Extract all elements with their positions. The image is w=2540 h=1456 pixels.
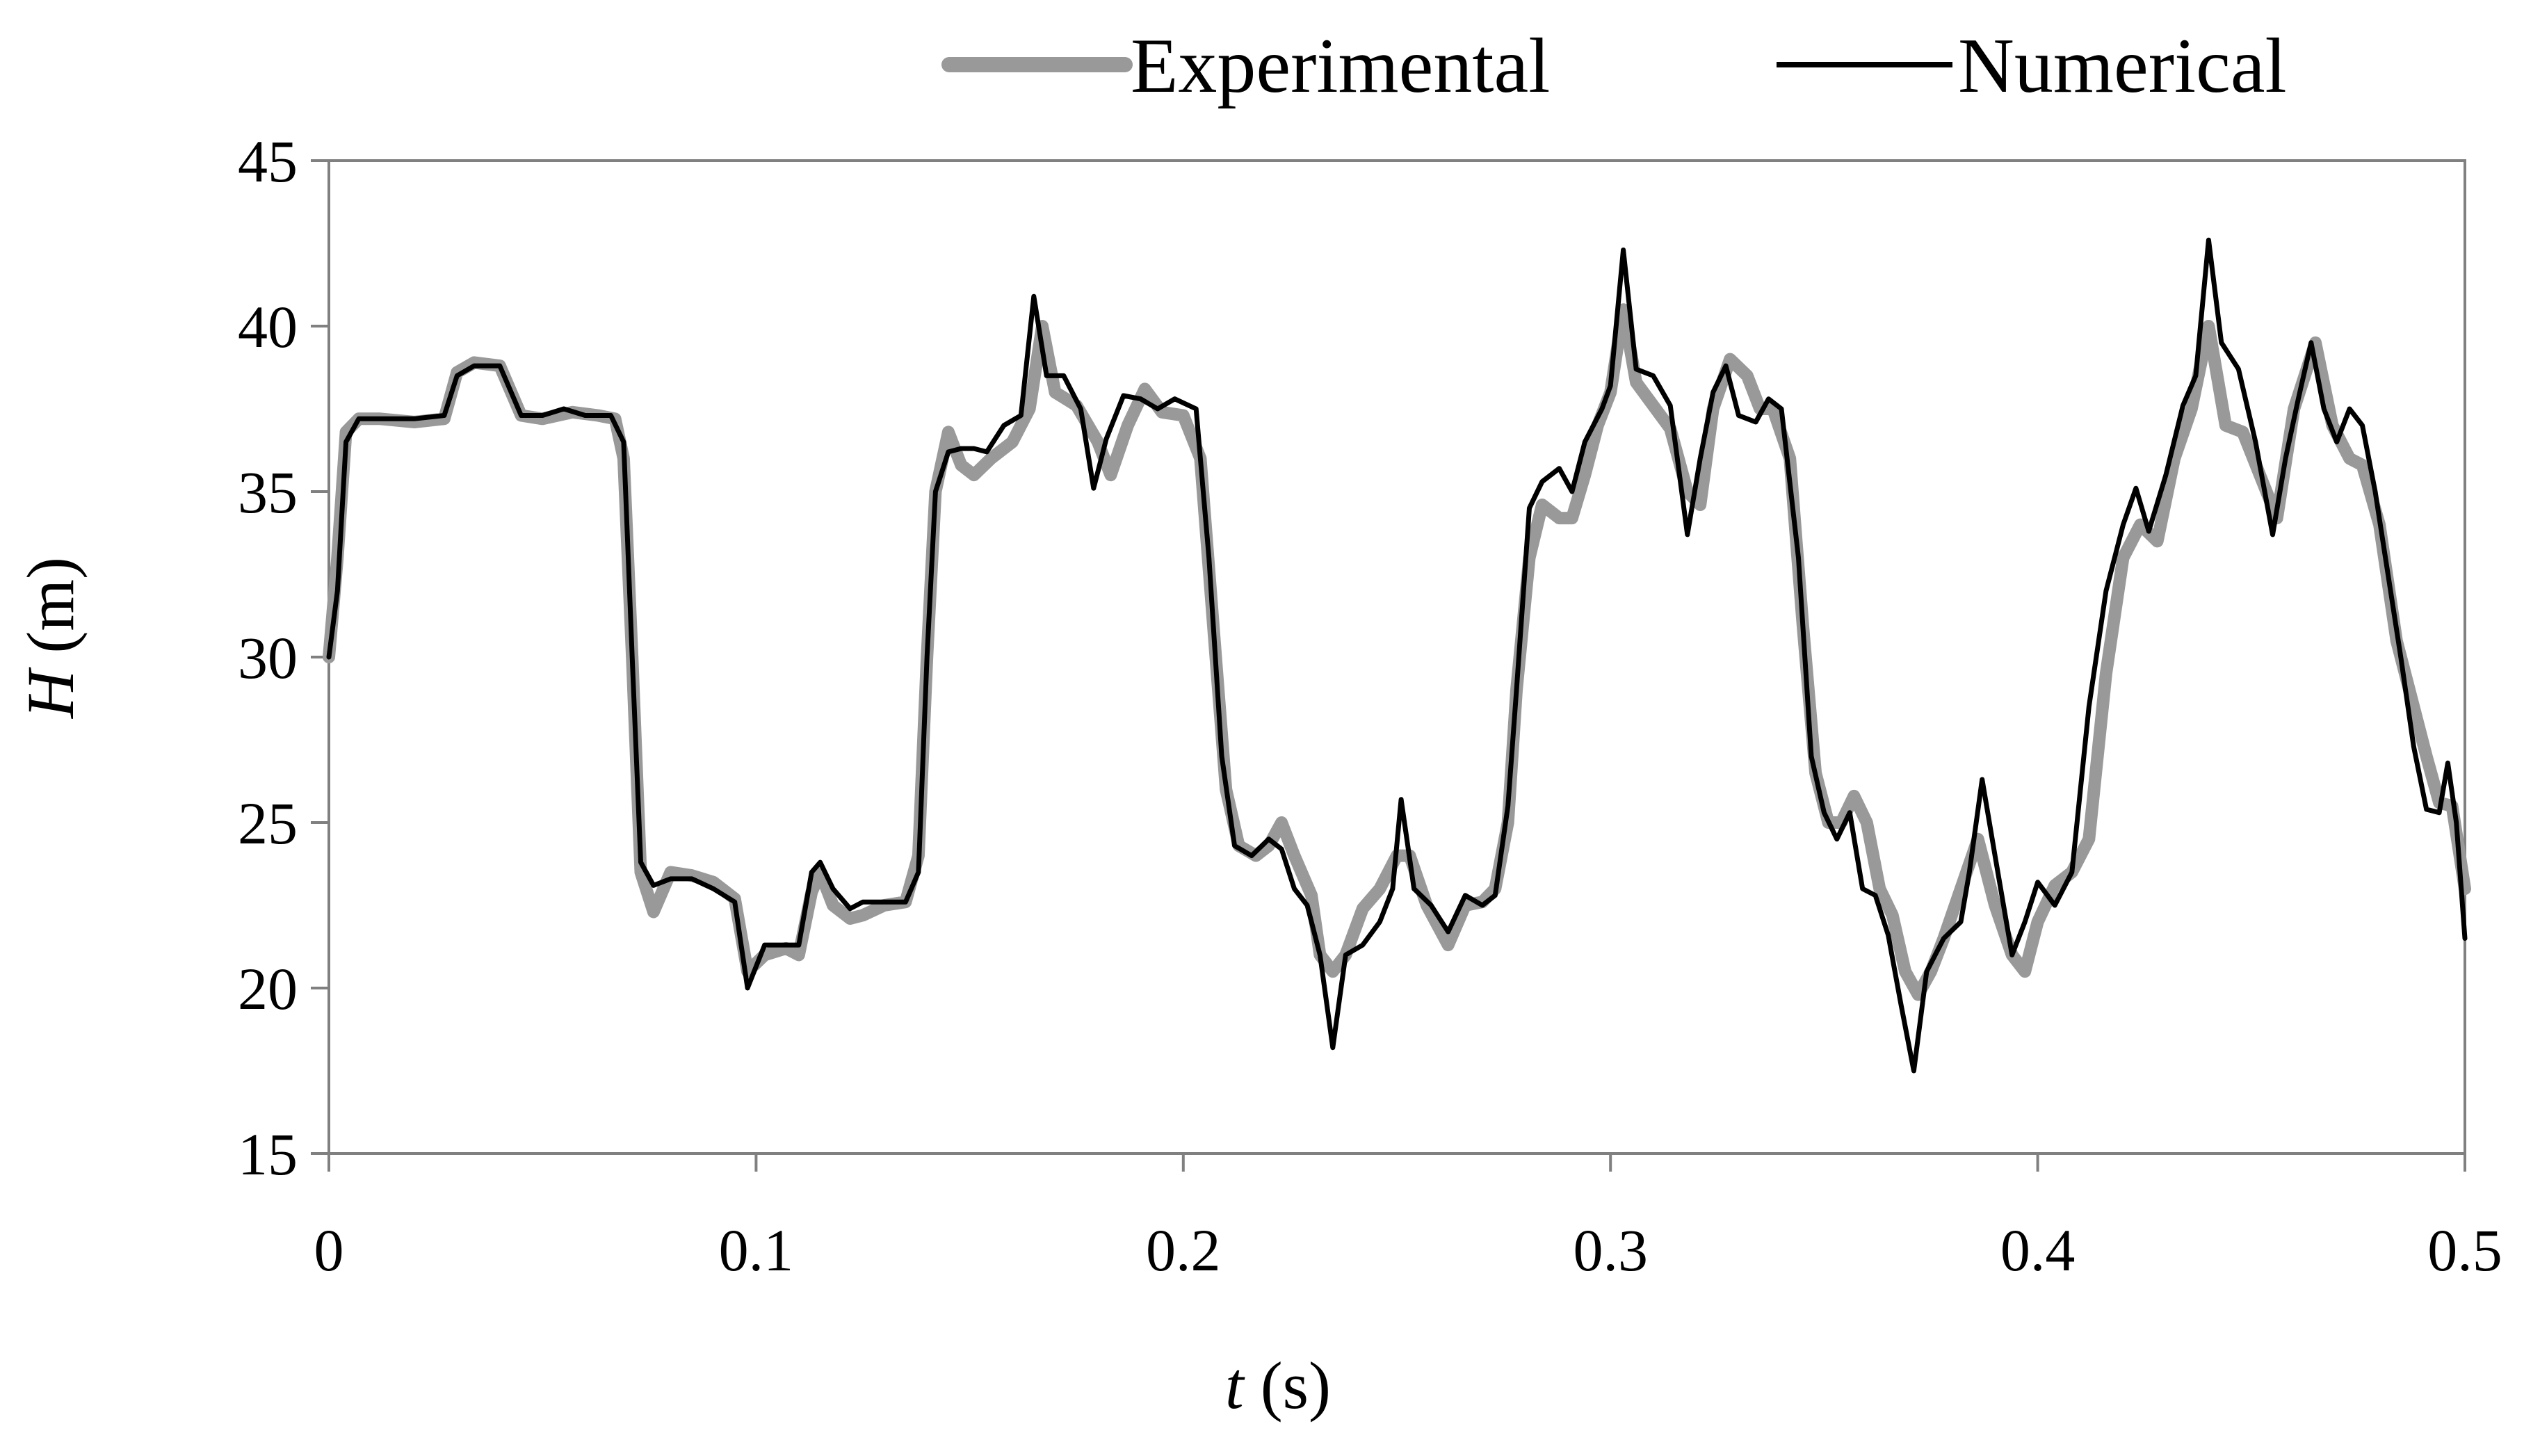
x-tick-label: 0.2: [1146, 1217, 1221, 1284]
y-tick-label: 20: [238, 955, 298, 1022]
y-tick-label: 25: [238, 790, 298, 857]
legend-label-numerical: Numerical: [1958, 23, 2287, 109]
y-tick-label: 15: [238, 1121, 298, 1188]
series-line-numerical: [326, 237, 2468, 1074]
legend: Experimental Numerical: [941, 23, 2287, 109]
y-axis: 15 20 25 30 35 40 45: [238, 128, 329, 1188]
y-tick-label: 35: [238, 459, 298, 526]
y-tick-label: 40: [238, 293, 298, 360]
legend-label-experimental: Experimental: [1131, 23, 1550, 109]
x-axis-title-unit: (s): [1244, 1348, 1331, 1423]
x-tick-label: 0.3: [1573, 1217, 1648, 1284]
y-tick-label: 30: [238, 624, 298, 691]
x-axis-title-symbol: t: [1225, 1348, 1245, 1423]
y-axis-title-symbol: H: [13, 667, 88, 720]
x-axis: 0 0.1 0.2 0.3 0.4 0.5: [314, 1154, 2502, 1284]
x-tick-label: 0: [314, 1217, 344, 1284]
y-axis-title: H (m): [13, 557, 88, 720]
x-tick-label: 0.4: [2000, 1217, 2076, 1284]
y-tick-label: 45: [238, 128, 298, 195]
x-tick-label: 0.5: [2427, 1217, 2502, 1284]
x-axis-title: t (s): [1225, 1348, 1331, 1423]
series-layer: [323, 237, 2471, 1074]
y-axis-title-unit: (m): [13, 557, 88, 670]
x-tick-label: 0.1: [719, 1217, 794, 1284]
